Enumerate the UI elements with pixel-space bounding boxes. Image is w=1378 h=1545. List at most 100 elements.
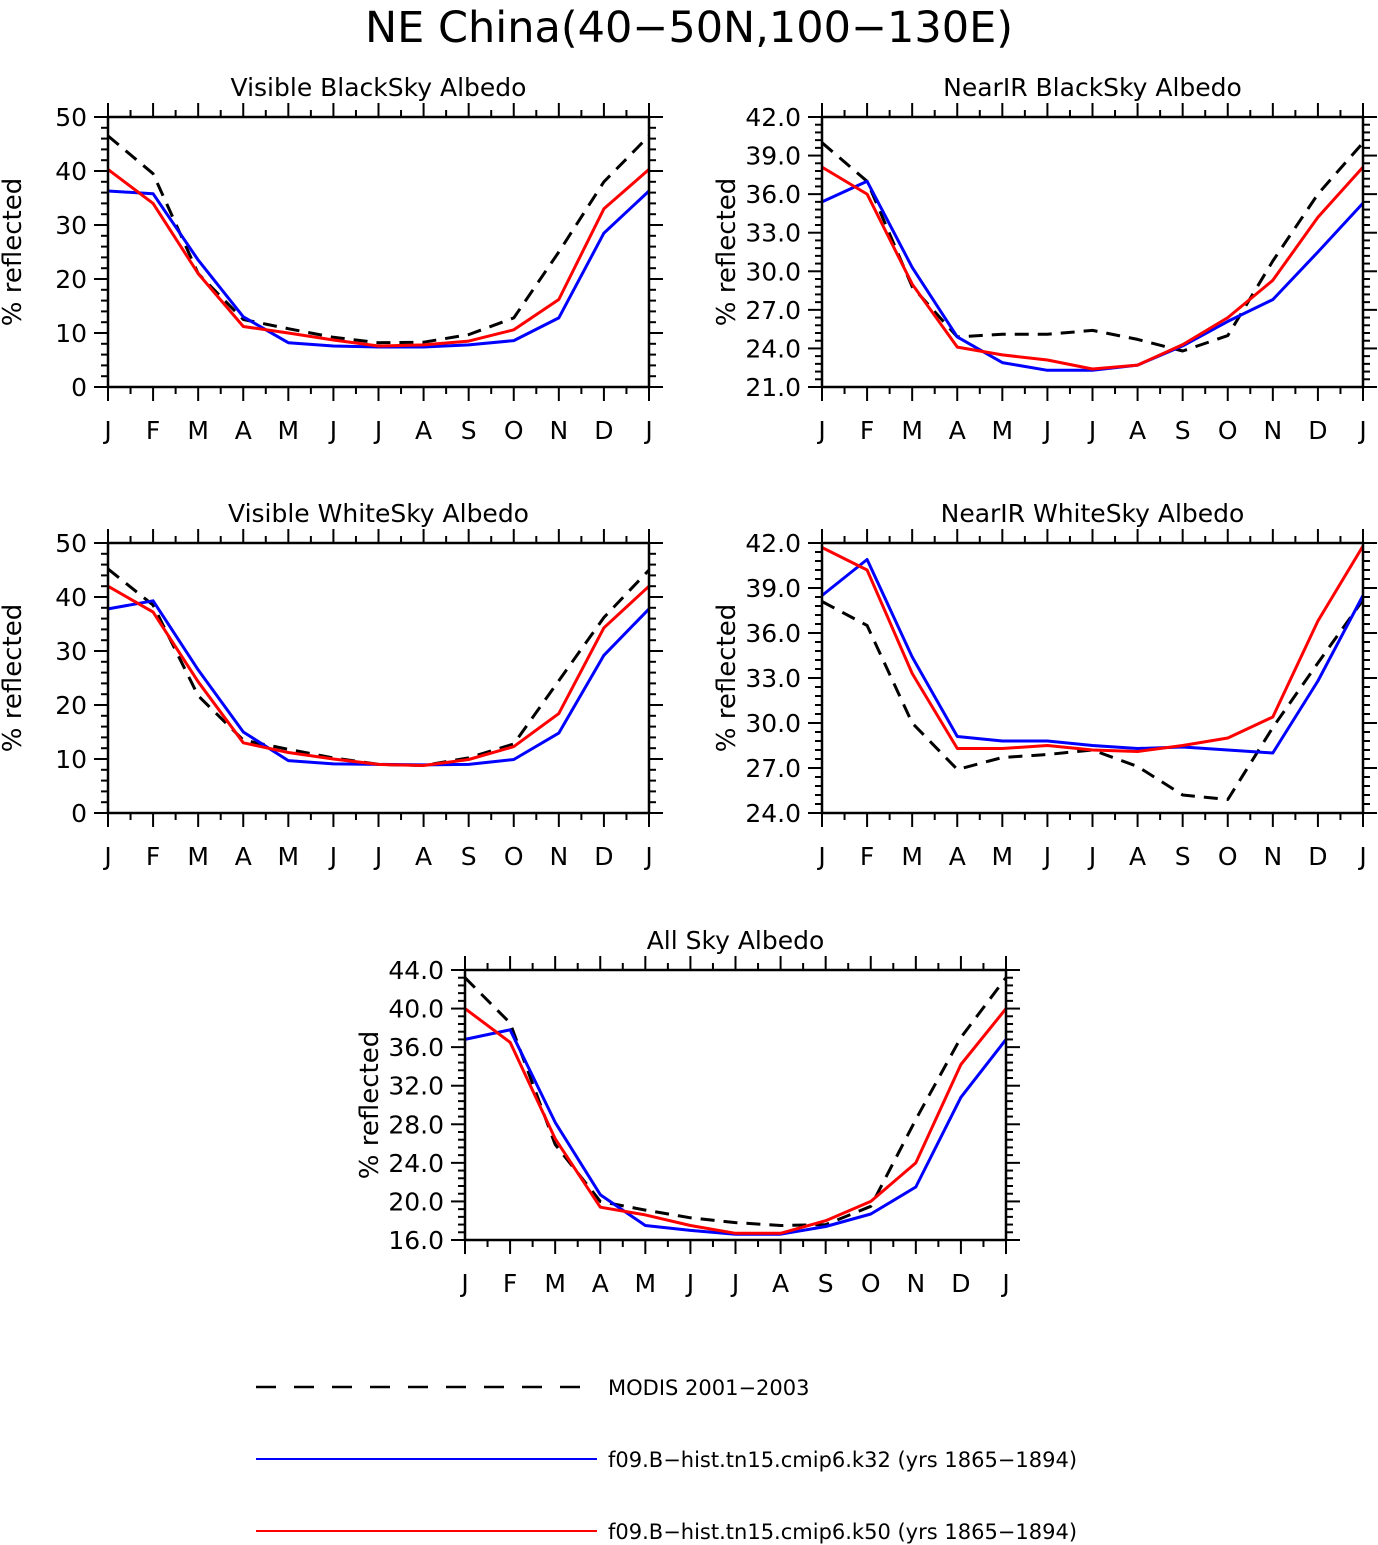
x-tick-label: S xyxy=(1175,842,1191,871)
x-tick-label: N xyxy=(1263,842,1282,871)
y-tick-label: 16.0 xyxy=(388,1226,444,1255)
x-tick-label: J xyxy=(1087,416,1096,445)
x-tick-label: J xyxy=(102,416,111,445)
series-line-modis xyxy=(107,134,651,345)
x-tick-label: A xyxy=(235,416,252,445)
x-tick-label: A xyxy=(415,416,432,445)
x-tick-label: F xyxy=(860,416,874,445)
x-tick-label: M xyxy=(901,416,923,445)
x-tick-label: A xyxy=(592,1269,609,1298)
x-tick-label: A xyxy=(772,1269,789,1298)
y-tick-label: 28.0 xyxy=(388,1110,444,1139)
series-line-k50 xyxy=(107,168,650,348)
x-tick-label: N xyxy=(906,1269,925,1298)
y-axis-label: % reflected xyxy=(355,1031,385,1179)
y-tick-label: 50 xyxy=(55,529,87,558)
x-tick-label: F xyxy=(503,1269,517,1298)
x-tick-label: J xyxy=(373,842,382,871)
y-tick-label: 42.0 xyxy=(745,529,801,558)
series-line-k50 xyxy=(821,165,1365,371)
x-tick-label: S xyxy=(461,842,477,871)
y-tick-label: 24.0 xyxy=(745,334,801,363)
x-tick-label: O xyxy=(504,842,524,871)
x-tick-label: A xyxy=(1129,842,1146,871)
x-tick-label: A xyxy=(1129,416,1146,445)
x-tick-label: D xyxy=(594,416,613,445)
series-line-k50 xyxy=(464,1007,1008,1235)
series-line-k50 xyxy=(107,584,651,767)
y-tick-label: 30.0 xyxy=(745,709,801,738)
y-tick-label: 10 xyxy=(55,319,87,348)
plot-frame xyxy=(820,115,1365,389)
y-tick-label: 30 xyxy=(55,637,87,666)
x-tick-label: D xyxy=(594,842,613,871)
y-tick-label: 40 xyxy=(55,157,87,186)
y-tick-label: 50 xyxy=(55,103,87,132)
x-ticks xyxy=(821,529,1364,827)
legend-label-modis: MODIS 2001−2003 xyxy=(608,1376,810,1400)
x-tick-label: A xyxy=(235,842,252,871)
x-tick-label: N xyxy=(549,842,568,871)
x-tick-label: F xyxy=(146,416,160,445)
y-axis-label: % reflected xyxy=(0,604,28,752)
x-tick-label: J xyxy=(1087,842,1096,871)
x-tick-label: J xyxy=(459,1269,468,1298)
panel-title: NearIR WhiteSky Albedo xyxy=(941,499,1245,528)
x-tick-label: O xyxy=(504,416,524,445)
x-tick-label: O xyxy=(1218,842,1238,871)
y-tick-label: 24.0 xyxy=(388,1149,444,1178)
x-tick-label: M xyxy=(278,416,300,445)
series-line-modis xyxy=(821,141,1365,353)
x-ticks xyxy=(821,103,1364,401)
y-tick-label: 21.0 xyxy=(745,373,801,402)
x-tick-label: J xyxy=(1042,842,1051,871)
x-tick-label: J xyxy=(730,1269,739,1298)
y-tick-label: 27.0 xyxy=(745,754,801,783)
legend-label-k32: f09.B−hist.tn15.cmip6.k32 (yrs 1865−1894… xyxy=(608,1448,1077,1472)
y-tick-label: 20.0 xyxy=(388,1187,444,1216)
y-tick-label: 33.0 xyxy=(745,219,801,248)
x-tick-label: A xyxy=(949,416,966,445)
x-tick-label: J xyxy=(1000,1269,1009,1298)
plot-frame xyxy=(463,968,1008,1242)
y-tick-label: 33.0 xyxy=(745,664,801,693)
y-tick-label: 20 xyxy=(55,691,87,720)
series-line-k32 xyxy=(821,558,1365,755)
x-tick-label: M xyxy=(544,1269,566,1298)
series-line-modis xyxy=(107,567,651,767)
series-line-k32 xyxy=(107,189,651,349)
series-line-k50 xyxy=(821,545,1365,753)
series-line-k32 xyxy=(107,599,651,767)
x-tick-label: S xyxy=(461,416,477,445)
x-tick-label: F xyxy=(146,842,160,871)
series-line-modis xyxy=(463,976,1008,1227)
x-tick-label: M xyxy=(901,842,923,871)
x-tick-label: N xyxy=(549,416,568,445)
x-tick-label: J xyxy=(328,842,337,871)
x-tick-label: D xyxy=(1308,416,1327,445)
y-tick-label: 32.0 xyxy=(388,1072,444,1101)
plot-frame xyxy=(820,541,1365,815)
y-tick-label: 27.0 xyxy=(745,296,801,325)
x-tick-label: M xyxy=(278,842,300,871)
plot-frame xyxy=(106,115,651,389)
x-tick-label: J xyxy=(1357,416,1366,445)
x-tick-label: J xyxy=(373,416,382,445)
x-tick-label: M xyxy=(992,416,1014,445)
y-tick-label: 39.0 xyxy=(745,142,801,171)
x-tick-label: S xyxy=(1175,416,1191,445)
y-tick-label: 30 xyxy=(55,211,87,240)
panel-title: Visible WhiteSky Albedo xyxy=(228,499,529,528)
x-tick-label: J xyxy=(643,842,652,871)
y-ticks xyxy=(808,542,1377,814)
figure-title: NE China(40−50N,100−130E) xyxy=(365,3,1013,53)
x-tick-label: J xyxy=(102,842,111,871)
y-tick-label: 39.0 xyxy=(745,574,801,603)
x-tick-label: M xyxy=(635,1269,657,1298)
